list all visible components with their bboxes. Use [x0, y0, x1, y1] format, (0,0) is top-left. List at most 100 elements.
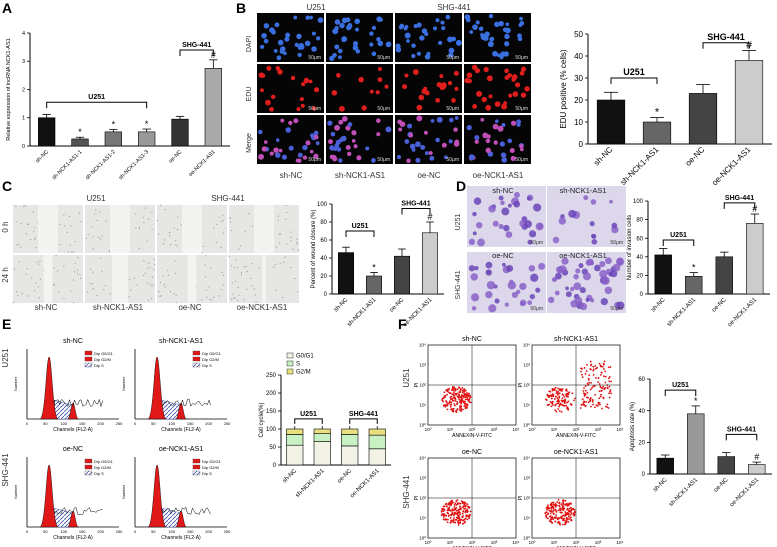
event-dot	[449, 503, 452, 506]
cell-speck	[91, 226, 94, 228]
b-bottom-label-1: sh-NC	[280, 171, 303, 180]
event-dot	[467, 395, 470, 398]
histogram-trace	[162, 398, 211, 407]
legend-swatch	[84, 458, 93, 464]
invaded-cell	[616, 257, 624, 265]
event-dot	[601, 365, 604, 368]
invaded-cell	[529, 230, 537, 238]
invaded-cell	[501, 207, 510, 216]
cell-nucleus	[341, 116, 348, 122]
chart-b: 0 10 20 30 40 50 EDU positive (% cells) sh-NC * s…	[559, 30, 772, 187]
cell-nucleus	[507, 138, 513, 144]
cell-speck	[128, 296, 130, 298]
event-dot	[454, 397, 456, 399]
cell-nucleus	[297, 152, 303, 158]
cell-nucleus	[328, 139, 333, 145]
y-tick-label: 0	[642, 472, 646, 478]
cell-nucleus	[421, 28, 428, 34]
invaded-cell	[472, 231, 477, 236]
event-dot	[565, 518, 568, 520]
event-dot	[554, 520, 557, 523]
legend-swatch	[84, 470, 93, 476]
y-tick-label: 10¹	[419, 516, 426, 521]
event-dot	[546, 394, 549, 397]
event-dot	[553, 389, 556, 392]
cell-speck	[222, 220, 224, 222]
event-dot	[573, 508, 576, 511]
cell-speck	[162, 243, 165, 245]
cell-speck	[164, 239, 166, 241]
event-dot	[448, 387, 451, 390]
cell-speck	[26, 268, 28, 270]
cell-speck	[68, 215, 71, 218]
y-tick-label: 4	[22, 31, 25, 37]
d-row-label-shg441: SHG-441	[455, 270, 462, 299]
bar	[717, 456, 735, 475]
event-dot	[555, 410, 558, 413]
event-dot	[455, 506, 458, 509]
cell-speck	[211, 299, 213, 301]
legend-label: Dip S	[94, 363, 104, 368]
event-dot	[592, 365, 595, 368]
cell-speck	[143, 260, 145, 262]
event-dot	[584, 405, 587, 408]
transwell-image-grid: 50μm 50μm 50μm 50μm	[467, 186, 626, 313]
event-dot	[570, 506, 572, 509]
event-dot	[447, 518, 449, 521]
cell-speck	[281, 296, 284, 298]
x-tick-label: 10⁰	[529, 540, 536, 545]
y-tick-label: 10⁰	[419, 536, 426, 541]
cell-speck	[180, 224, 182, 226]
y-tick-label: 10¹	[419, 403, 426, 408]
invaded-cell	[488, 304, 497, 313]
legend-label: Dip G2/M	[202, 357, 219, 362]
cell-nucleus	[454, 139, 460, 145]
cell-nucleus	[369, 89, 374, 94]
cell-nucleus	[313, 134, 319, 140]
cell-speck	[206, 296, 208, 298]
significance-mark: *	[78, 127, 82, 137]
cell-nucleus	[345, 145, 351, 151]
event-dot	[545, 511, 548, 514]
event-dot	[546, 404, 549, 406]
event-dot	[458, 401, 461, 404]
cell-speck	[159, 295, 161, 298]
legend-label: S	[296, 362, 300, 368]
event-dot	[610, 392, 612, 395]
event-dot	[460, 394, 463, 396]
event-dot	[596, 405, 599, 407]
event-dot	[558, 395, 561, 398]
cell-speck	[251, 225, 254, 227]
legend-swatch	[192, 458, 201, 464]
cell-nucleus	[418, 94, 425, 101]
cell-nucleus	[384, 84, 389, 89]
cell-nucleus	[450, 53, 454, 58]
y-axis-label: Percent of wound closure (%)	[311, 210, 317, 289]
event-dot	[549, 503, 552, 506]
cell-nucleus	[481, 96, 487, 103]
group-bracket	[610, 77, 658, 84]
event-dot	[556, 501, 559, 504]
cell-speck	[174, 260, 176, 262]
event-dot	[601, 387, 604, 389]
stacked-bar-segment	[313, 441, 331, 466]
chart-f: 0 20 40 60 Apoptosis rate (%) sh-NC * sh-NCK1-A…	[630, 377, 772, 508]
event-dot	[450, 502, 453, 505]
event-dot	[607, 407, 610, 409]
event-dot	[570, 518, 573, 521]
flow-plot-title: sh-NC	[462, 336, 482, 343]
cell-speck	[177, 216, 179, 218]
cell-nucleus	[485, 104, 492, 111]
invaded-cell	[520, 301, 525, 307]
event-dot	[602, 375, 605, 378]
cell-speck	[20, 246, 22, 248]
cell-speck	[78, 212, 80, 214]
invaded-cell	[616, 301, 625, 310]
cell-nucleus	[317, 17, 324, 23]
stacked-bar-segment	[286, 444, 304, 466]
x-tick-label: sh-NCK1-AS1	[347, 297, 378, 328]
y-tick-label: 60	[638, 377, 645, 383]
cell-nucleus	[436, 81, 442, 88]
invaded-cell	[583, 272, 592, 281]
event-dot	[609, 389, 612, 391]
